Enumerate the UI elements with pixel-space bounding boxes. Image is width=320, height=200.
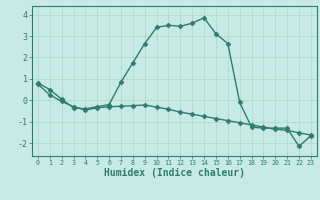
- X-axis label: Humidex (Indice chaleur): Humidex (Indice chaleur): [104, 168, 245, 178]
